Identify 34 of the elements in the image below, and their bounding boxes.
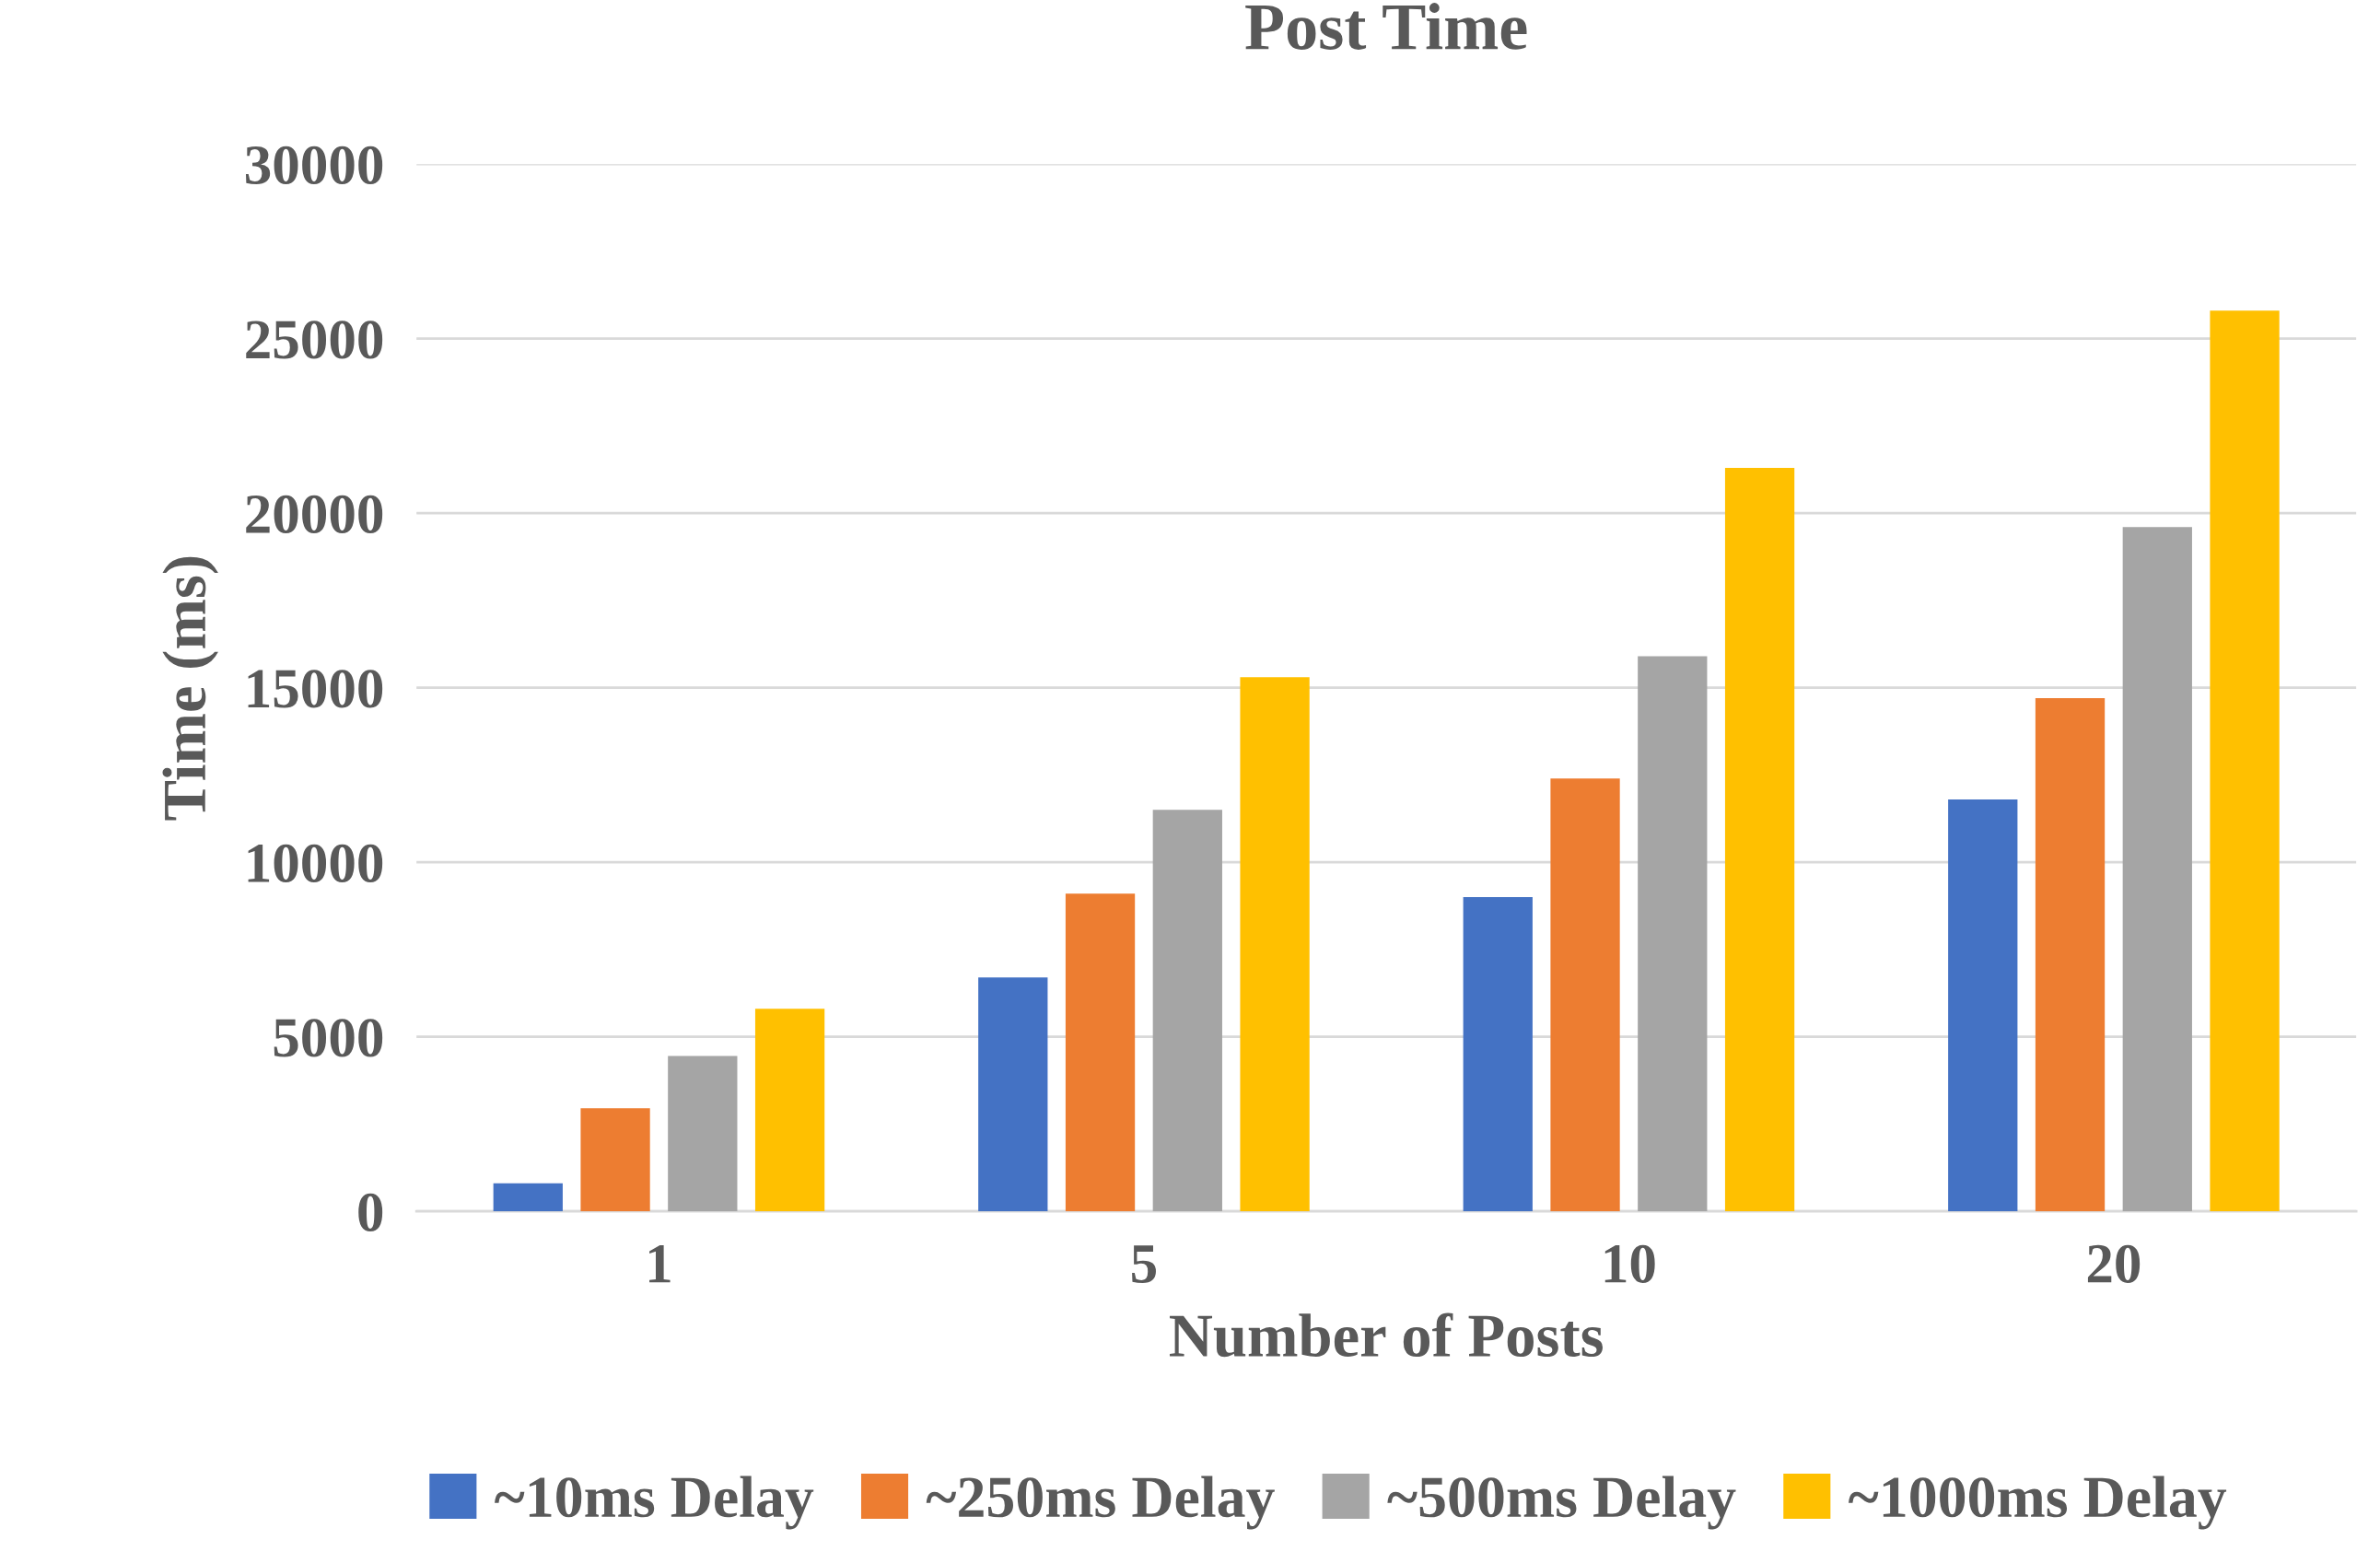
- y-tick-label: 15000: [248, 670, 383, 708]
- chart-title: Post Time: [1245, 3, 1527, 50]
- y-tick-label: 25000: [246, 321, 383, 359]
- x-tick-label: 20: [2087, 1244, 2141, 1283]
- bar: [1463, 897, 1533, 1212]
- bar: [754, 1009, 825, 1212]
- bar: [2122, 527, 2192, 1212]
- bar: [580, 1108, 650, 1212]
- x-tick-label: 5: [1132, 1245, 1156, 1283]
- y-tick-label: 5000: [274, 1019, 383, 1057]
- x-tick-label: 10: [1604, 1244, 1655, 1283]
- bar: [1724, 467, 1795, 1212]
- bar: [1638, 656, 1708, 1212]
- y-tick-label: 30000: [246, 146, 383, 184]
- bar: [2210, 310, 2280, 1212]
- bar: [1152, 810, 1222, 1212]
- bar: [2035, 698, 2106, 1212]
- bar: [1240, 677, 1310, 1212]
- y-tick-label: 10000: [248, 844, 383, 882]
- legend-label: ~1000ms Delay: [1849, 1476, 2227, 1530]
- bar: [668, 1056, 738, 1212]
- y-tick-label: 20000: [246, 495, 383, 533]
- y-axis-title: Time (ms): [162, 556, 218, 821]
- x-axis-title: Number of Posts: [1170, 1312, 1603, 1358]
- legend-label: ~500ms Delay: [1387, 1476, 1736, 1530]
- legend-label: ~250ms Delay: [926, 1476, 1275, 1530]
- bar: [493, 1183, 563, 1212]
- bar: [1065, 893, 1136, 1212]
- bar: [1948, 799, 2018, 1212]
- x-tick-label: 1: [649, 1244, 671, 1283]
- y-tick-label: 0: [358, 1193, 383, 1231]
- legend-label: ~10ms Delay: [495, 1476, 814, 1530]
- bar: [1550, 778, 1620, 1212]
- bar: [978, 977, 1048, 1212]
